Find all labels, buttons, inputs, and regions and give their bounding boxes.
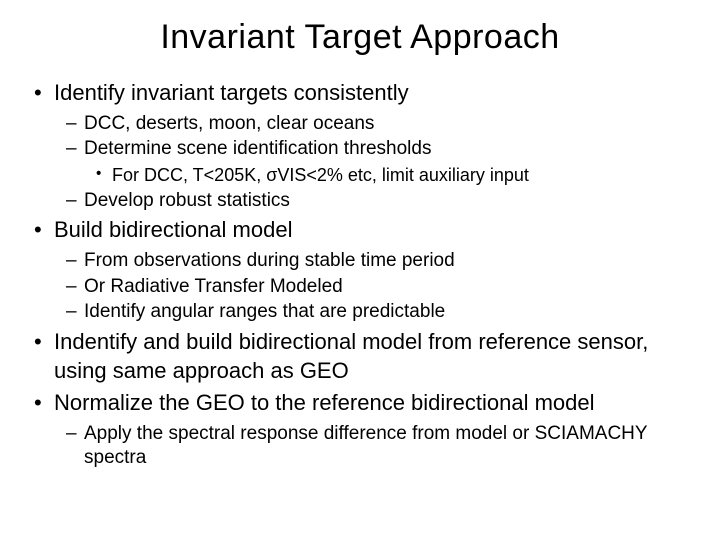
list-item: Or Radiative Transfer Modeled xyxy=(54,275,692,299)
list-item: Identify angular ranges that are predict… xyxy=(54,300,692,324)
list-item: Build bidirectional model From observati… xyxy=(28,216,692,324)
list-item: Identify invariant targets consistently … xyxy=(28,79,692,212)
bullet-text: Identify invariant targets consistently xyxy=(54,80,409,105)
bullet-text: Or Radiative Transfer Modeled xyxy=(84,276,343,297)
list-item: Develop robust statistics xyxy=(54,189,692,213)
list-item: From observations during stable time per… xyxy=(54,249,692,273)
bullet-text: Determine scene identification threshold… xyxy=(84,138,431,159)
list-item: Determine scene identification threshold… xyxy=(54,137,692,186)
bullet-text: Develop robust statistics xyxy=(84,190,290,211)
bullet-list-lvl2: DCC, deserts, moon, clear oceans Determi… xyxy=(54,112,692,213)
list-item: Indentify and build bidirectional model … xyxy=(28,328,692,385)
bullet-text: Build bidirectional model xyxy=(54,217,292,242)
bullet-text: Apply the spectral response difference f… xyxy=(84,423,647,468)
bullet-text: Normalize the GEO to the reference bidir… xyxy=(54,390,594,415)
list-item: Normalize the GEO to the reference bidir… xyxy=(28,389,692,469)
bullet-text: Identify angular ranges that are predict… xyxy=(84,301,445,322)
bullet-text: DCC, deserts, moon, clear oceans xyxy=(84,113,374,134)
bullet-list-lvl2: From observations during stable time per… xyxy=(54,249,692,324)
list-item: DCC, deserts, moon, clear oceans xyxy=(54,112,692,136)
list-item: Apply the spectral response difference f… xyxy=(54,422,692,470)
bullet-list-lvl1: Identify invariant targets consistently … xyxy=(28,79,692,469)
bullet-list-lvl3: For DCC, T<205K, σVIS<2% etc, limit auxi… xyxy=(84,164,692,187)
bullet-text: For DCC, T<205K, σVIS<2% etc, limit auxi… xyxy=(112,165,529,185)
bullet-text: From observations during stable time per… xyxy=(84,250,455,271)
slide-title: Invariant Target Approach xyxy=(28,18,692,57)
slide: Invariant Target Approach Identify invar… xyxy=(0,0,720,540)
list-item: For DCC, T<205K, σVIS<2% etc, limit auxi… xyxy=(84,164,692,187)
bullet-text: Indentify and build bidirectional model … xyxy=(54,329,648,383)
bullet-list-lvl2: Apply the spectral response difference f… xyxy=(54,422,692,470)
